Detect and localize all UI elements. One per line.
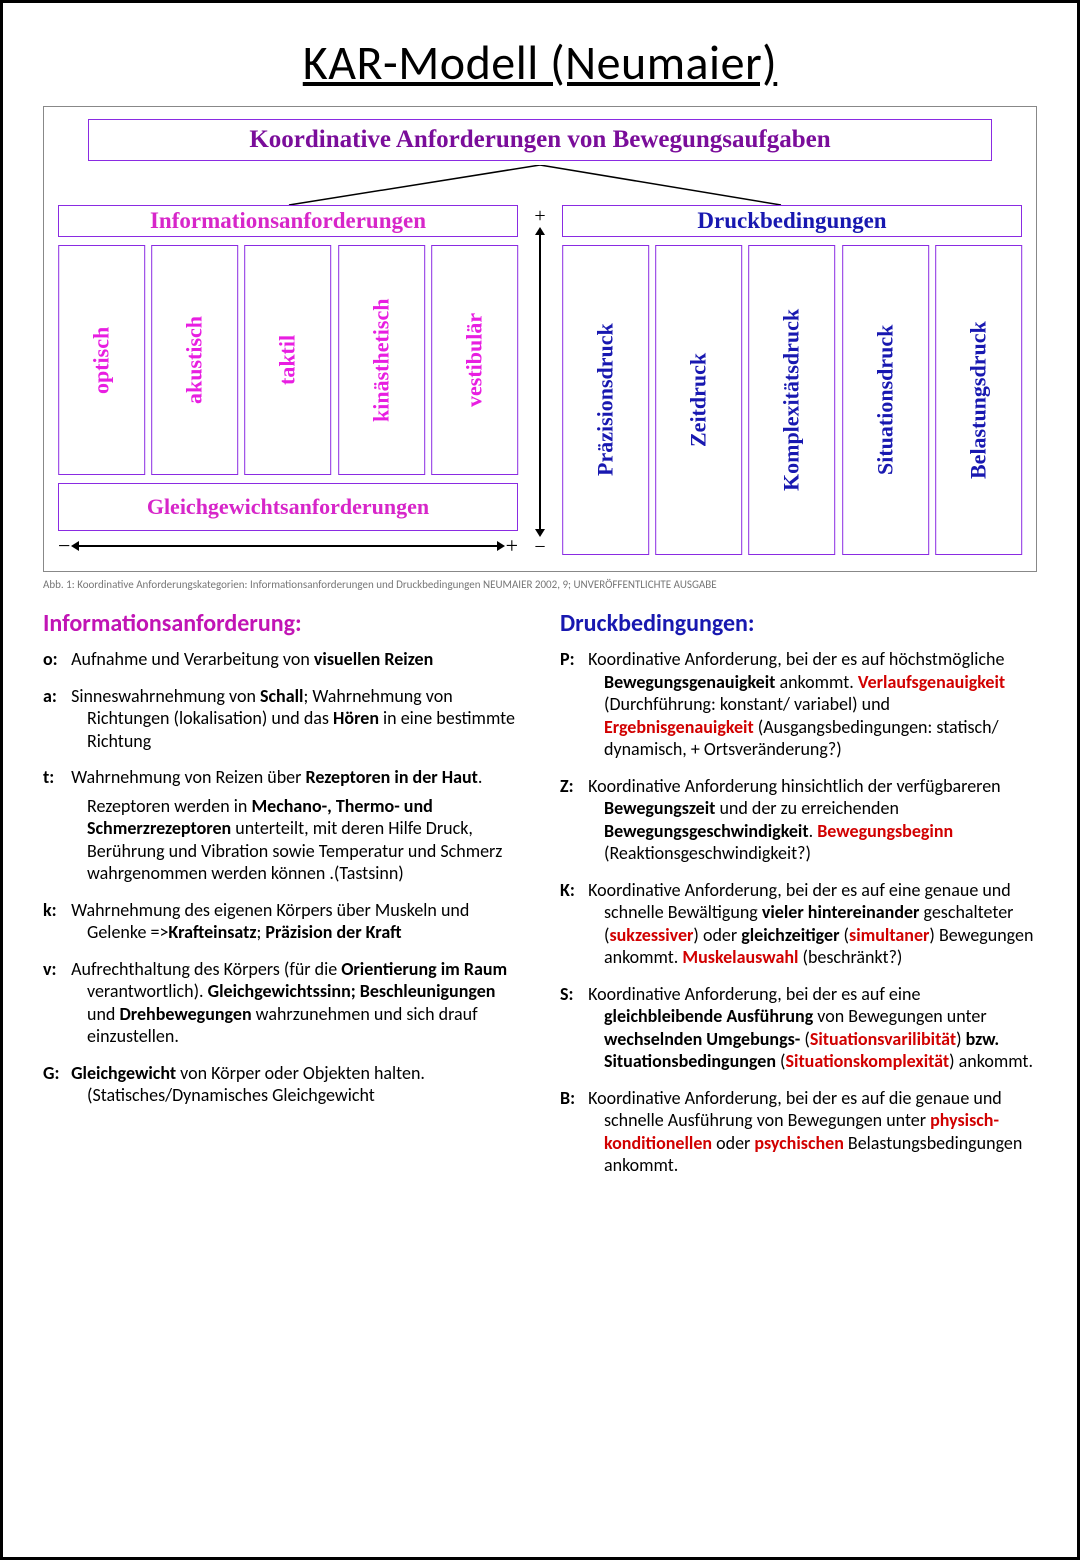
cell-praezisionsdruck: Präzisionsdruck (562, 245, 649, 555)
right-item-3: S: Koordinative Anforderung, bei der es … (560, 983, 1037, 1073)
cell-akustisch: akustisch (151, 245, 238, 475)
right-item-1: Z: Koordinative Anforderung hinsichtlich… (560, 775, 1037, 865)
left-item-1: a: Sinneswahrnehmung von Schall; Wahrneh… (43, 685, 520, 753)
cell-situationsdruck: Situationsdruck (842, 245, 929, 555)
left-item-2: t: Wahrnehmung von Reizen über Rezeptore… (43, 766, 520, 885)
left-cells: optisch akustisch taktil kinästhetisch v… (58, 245, 518, 475)
left-item-4: v: Aufrechthaltung des Körpers (für die … (43, 958, 520, 1048)
left-item-3: k: Wahrnehmung des eigenen Körpers über … (43, 899, 520, 944)
right-item-0: P: Koordinative Anforderung, bei der es … (560, 648, 1037, 761)
left-item-5: G: Gleichgewicht von Körper oder Objekte… (43, 1062, 520, 1107)
cell-taktil: taktil (244, 245, 331, 475)
cell-vestibulaer: vestibulär (431, 245, 518, 475)
horizontal-scale: −+ (58, 533, 518, 559)
diagram-caption: Abb. 1: Koordinative Anforderungskategor… (43, 578, 1037, 591)
left-heading: Informationsanforderung: (43, 609, 520, 638)
right-cells: Präzisionsdruck Zeitdruck Komplexitätsdr… (562, 245, 1022, 555)
definitions: Informationsanforderung: o: Aufnahme und… (43, 609, 1037, 1191)
page-title: KAR-Modell (Neumaier) (43, 33, 1037, 92)
definitions-left: Informationsanforderung: o: Aufnahme und… (43, 609, 520, 1191)
right-column: Druckbedingungen Präzisionsdruck Zeitdru… (562, 205, 1022, 559)
definitions-right: Druckbedingungen: P: Koordinative Anford… (560, 609, 1037, 1191)
right-heading: Druckbedingungen: (560, 609, 1037, 638)
gleichgewicht-box: Gleichgewichtsanforderungen (58, 483, 518, 531)
left-column: Informationsanforderungen optisch akusti… (58, 205, 518, 559)
diagram-connectors (58, 165, 1022, 205)
left-category: Informationsanforderungen (58, 205, 518, 237)
diagram-top-box: Koordinative Anforderungen von Bewegungs… (88, 119, 992, 161)
cell-optisch: optisch (58, 245, 145, 475)
cell-komplexitaetsdruck: Komplexitätsdruck (748, 245, 835, 555)
right-category: Druckbedingungen (562, 205, 1022, 237)
vertical-scale: +− (528, 205, 552, 559)
cell-zeitdruck: Zeitdruck (655, 245, 742, 555)
cell-kinaesthetisch: kinästhetisch (338, 245, 425, 475)
right-item-4: B: Koordinative Anforderung, bei der es … (560, 1087, 1037, 1177)
cell-belastungsdruck: Belastungsdruck (935, 245, 1022, 555)
right-item-2: K: Koordinative Anforderung, bei der es … (560, 879, 1037, 969)
left-item-0: o: Aufnahme und Verarbeitung von visuell… (43, 648, 520, 671)
diagram: Koordinative Anforderungen von Bewegungs… (43, 106, 1037, 572)
